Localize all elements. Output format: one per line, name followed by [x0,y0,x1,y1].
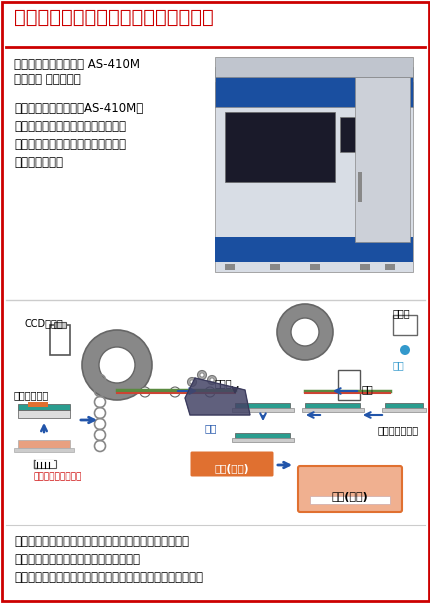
Bar [234,433,289,438]
Bar [309,264,319,270]
Text: 静電力で、フィルムとパラフィン包埋された試料表面を: 静電力で、フィルムとパラフィン包埋された試料表面を [14,535,189,548]
Bar [14,448,74,452]
Bar [18,404,70,410]
Bar [36,460,54,468]
Bar [215,57,412,77]
Circle shape [169,387,180,397]
Bar [337,370,359,400]
Circle shape [140,387,150,397]
Circle shape [205,387,215,397]
Text: バーコードリーダー: バーコードリーダー [34,472,82,481]
Bar [381,408,425,412]
Text: ン包埋ブロックの薄切作業を自動化: ン包埋ブロックの薄切作業を自動化 [14,138,126,151]
Bar [304,403,359,408]
Circle shape [82,330,152,400]
Bar [50,325,70,355]
FancyBboxPatch shape [190,452,273,476]
Circle shape [190,380,194,384]
Text: CCDカメラ: CCDカメラ [25,318,64,328]
Bar [392,315,416,335]
Text: 薄切刃: 薄切刃 [215,378,232,388]
Text: 株式会社 大日本精機: 株式会社 大日本精機 [14,73,80,86]
Bar [384,264,394,270]
Bar [224,112,334,182]
Bar [215,82,412,272]
Circle shape [209,378,214,382]
Text: 加熱(乾燥): 加熱(乾燥) [331,492,368,502]
Bar [34,460,56,468]
Bar [54,322,66,328]
Text: 加熱(伸展): 加熱(伸展) [214,464,249,474]
Text: 組織切片自動作製装置AS-410Mは: 組織切片自動作製装置AS-410Mは [14,102,143,115]
Bar [215,237,412,262]
Bar [309,496,389,504]
FancyBboxPatch shape [297,466,401,512]
Circle shape [399,345,409,355]
Text: 印字: 印字 [361,384,373,394]
Text: 接着剤（粘着剤）を使わないので切片を汚さないのが特徴。: 接着剤（粘着剤）を使わないので切片を汚さないのが特徴。 [14,571,203,584]
Bar [231,408,293,412]
Bar [28,402,48,407]
Text: 包埋ブロック: 包埋ブロック [14,390,49,400]
Bar [354,77,409,242]
Circle shape [200,373,203,377]
Bar [18,440,70,448]
Text: 組織切片自動作製装置（樋口研究室）: 組織切片自動作製装置（樋口研究室） [14,8,213,27]
Circle shape [207,376,216,385]
Bar [339,117,389,152]
Circle shape [99,347,135,383]
Bar [384,403,422,408]
Text: 加湿: 加湿 [205,423,217,433]
Text: 滴下: 滴下 [392,360,404,370]
Bar [357,172,361,202]
Bar [215,67,412,107]
Polygon shape [184,378,249,415]
Circle shape [187,377,196,387]
Text: ノズル: ノズル [392,308,410,318]
Bar [224,264,234,270]
Bar [359,264,369,270]
Bar [18,410,70,418]
Circle shape [290,318,318,346]
Text: スライドガラス: スライドガラス [377,425,418,435]
Bar [269,264,280,270]
Text: した装置です。: した装置です。 [14,156,63,169]
Text: 組織切片自動作製装置 AS-410M: 組織切片自動作製装置 AS-410M [14,58,140,71]
Text: 吸着させた状態で切片を薄く削りとる。: 吸着させた状態で切片を薄く削りとる。 [14,553,140,566]
Circle shape [197,370,206,379]
Circle shape [276,304,332,360]
Bar [301,408,363,412]
Bar [234,403,289,408]
Text: 従来手作業で行われているパラフィ: 従来手作業で行われているパラフィ [14,120,126,133]
Bar [231,438,293,442]
